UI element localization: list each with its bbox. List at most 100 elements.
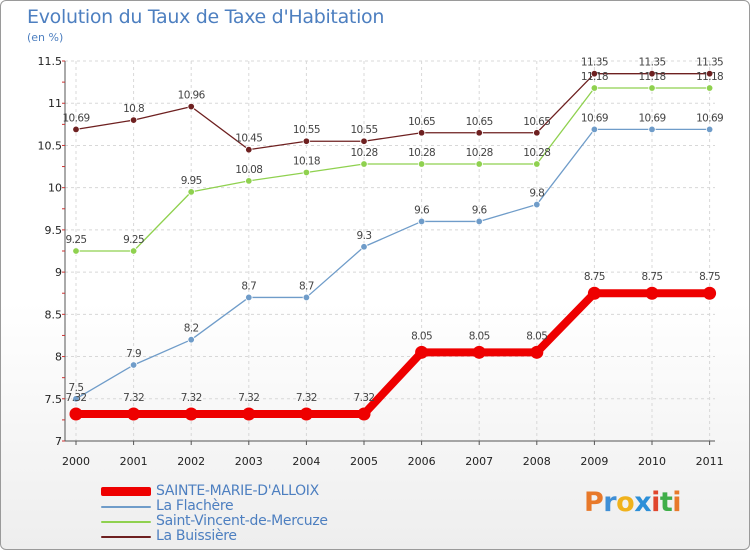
x-tick-label: 2008 <box>523 455 551 468</box>
data-point-sainte-marie-d-alloix <box>472 345 486 359</box>
y-tick-label: 10.5 <box>38 139 63 152</box>
data-point-saint-vincent-de-mercuze <box>533 160 541 168</box>
data-point-la-buissi-re <box>475 129 483 137</box>
x-tick-label: 2006 <box>408 455 436 468</box>
x-tick-label: 2005 <box>350 455 378 468</box>
data-label-sainte-marie-d-alloix: 8.05 <box>526 330 547 342</box>
y-tick-label: 9 <box>55 266 62 279</box>
data-point-la-buissi-re <box>245 145 253 154</box>
data-point-la-buissi-re <box>590 69 599 78</box>
x-tick-label: 2000 <box>62 455 90 468</box>
data-point-la-flach-re <box>705 125 714 134</box>
legend: SAINTE-MARIE-D'ALLOIX La Flachère Saint-Vi… <box>101 484 328 544</box>
data-label-sainte-marie-d-alloix: 8.05 <box>469 330 490 342</box>
data-label-saint-vincent-de-mercuze: 11.18 <box>696 71 723 83</box>
series-line-la-buissi-re <box>75 73 711 151</box>
series-line-sainte-marie-d-alloix <box>72 289 714 418</box>
data-label-saint-vincent-de-mercuze: 11.18 <box>581 71 608 83</box>
data-point-saint-vincent-de-mercuze <box>129 247 138 255</box>
logo-letter: o <box>616 487 635 518</box>
data-label-saint-vincent-de-mercuze: 10.28 <box>350 147 377 159</box>
x-tick-label: 2004 <box>292 455 320 468</box>
data-point-la-flach-re <box>360 243 368 251</box>
data-point-saint-vincent-de-mercuze <box>360 160 368 168</box>
logo-letter: i <box>672 487 682 518</box>
data-point-saint-vincent-de-mercuze <box>475 160 483 168</box>
data-label-sainte-marie-d-alloix: 7.32 <box>296 392 317 404</box>
data-point-saint-vincent-de-mercuze <box>590 84 599 92</box>
data-label-la-flach-re: 9.6 <box>472 204 488 216</box>
x-tick-label: 2001 <box>120 455 148 468</box>
data-label-saint-vincent-de-mercuze: 11.18 <box>638 71 665 83</box>
data-point-la-flach-re <box>475 217 483 226</box>
data-label-la-flach-re: 10.69 <box>638 112 665 124</box>
data-label-la-buissi-re: 10.55 <box>350 124 377 136</box>
data-point-saint-vincent-de-mercuze <box>648 84 656 92</box>
chart-title: Evolution du Taux de Taxe d'Habitation <box>27 6 385 28</box>
legend-item: La Flachère <box>101 499 328 514</box>
logo-letter: i <box>651 487 660 518</box>
legend-swatch <box>101 505 151 508</box>
data-label-la-flach-re: 10.69 <box>696 112 723 124</box>
series-line-la-flach-re <box>75 128 711 400</box>
chart-subtitle: (en %) <box>27 31 64 44</box>
data-label-la-flach-re: 9.8 <box>529 188 544 200</box>
data-point-la-flach-re <box>72 395 80 403</box>
data-label-la-buissi-re: 10.55 <box>293 124 320 136</box>
y-tick-label: 10 <box>48 182 62 195</box>
data-point-sainte-marie-d-alloix <box>184 407 198 421</box>
data-point-la-flach-re <box>129 361 138 369</box>
data-label-la-buissi-re: 11.35 <box>696 57 723 69</box>
data-point-la-buissi-re <box>360 137 368 145</box>
data-label-la-buissi-re: 10.65 <box>408 116 435 128</box>
data-label-saint-vincent-de-mercuze: 9.25 <box>123 234 144 246</box>
data-label-saint-vincent-de-mercuze: 9.25 <box>66 234 87 246</box>
data-label-sainte-marie-d-alloix: 8.75 <box>584 271 605 283</box>
data-point-la-buissi-re <box>533 129 541 137</box>
data-point-saint-vincent-de-mercuze <box>187 188 195 196</box>
data-label-sainte-marie-d-alloix: 7.32 <box>238 392 259 404</box>
data-label-sainte-marie-d-alloix: 7.32 <box>354 392 375 404</box>
data-point-la-flach-re <box>417 217 426 226</box>
data-point-la-flach-re <box>590 125 599 134</box>
logo-letter: r <box>603 487 617 518</box>
data-label-la-buissi-re: 10.65 <box>466 116 493 128</box>
data-point-la-flach-re <box>648 125 656 134</box>
y-tick-label: 11 <box>48 97 62 110</box>
data-point-la-buissi-re <box>705 69 714 78</box>
data-label-saint-vincent-de-mercuze: 9.95 <box>181 175 202 187</box>
x-tick-label: 2003 <box>235 455 263 468</box>
legend-label: Saint-Vincent-de-Mercuze <box>156 513 328 529</box>
data-label-sainte-marie-d-alloix: 8.75 <box>699 271 720 283</box>
data-point-la-flach-re <box>533 200 541 209</box>
y-tick-label: 11.5 <box>38 55 63 68</box>
data-point-saint-vincent-de-mercuze <box>417 160 426 168</box>
legend-label: SAINTE-MARIE-D'ALLOIX <box>156 483 319 499</box>
data-label-sainte-marie-d-alloix: 7.32 <box>181 392 202 404</box>
data-label-la-flach-re: 7.5 <box>69 382 84 394</box>
data-point-sainte-marie-d-alloix <box>645 286 659 300</box>
y-tick-label: 7.5 <box>45 393 63 406</box>
data-point-la-buissi-re <box>72 125 80 134</box>
logo-letter: t <box>659 487 673 518</box>
data-label-saint-vincent-de-mercuze: 10.28 <box>408 147 435 159</box>
data-point-sainte-marie-d-alloix <box>587 286 601 300</box>
legend-item: Saint-Vincent-de-Mercuze <box>101 514 328 529</box>
data-label-la-flach-re: 10.69 <box>581 112 608 124</box>
y-tick-label: 7 <box>55 435 62 448</box>
data-label-saint-vincent-de-mercuze: 10.28 <box>523 147 550 159</box>
x-tick-label: 2009 <box>580 455 608 468</box>
data-point-saint-vincent-de-mercuze <box>302 168 311 177</box>
y-tick-label: 8 <box>55 351 62 364</box>
y-tick-label: 8.5 <box>45 308 63 321</box>
data-point-sainte-marie-d-alloix <box>69 407 83 421</box>
data-label-la-flach-re: 8.7 <box>299 280 314 292</box>
data-point-sainte-marie-d-alloix <box>357 407 371 421</box>
data-label-sainte-marie-d-alloix: 8.05 <box>411 330 432 342</box>
x-tick-label: 2011 <box>696 455 724 468</box>
data-label-saint-vincent-de-mercuze: 10.28 <box>466 147 493 159</box>
data-label-la-flach-re: 9.3 <box>357 230 372 242</box>
data-label-sainte-marie-d-alloix: 7.32 <box>123 392 144 404</box>
proxiti-logo: Proxiti <box>584 487 682 518</box>
